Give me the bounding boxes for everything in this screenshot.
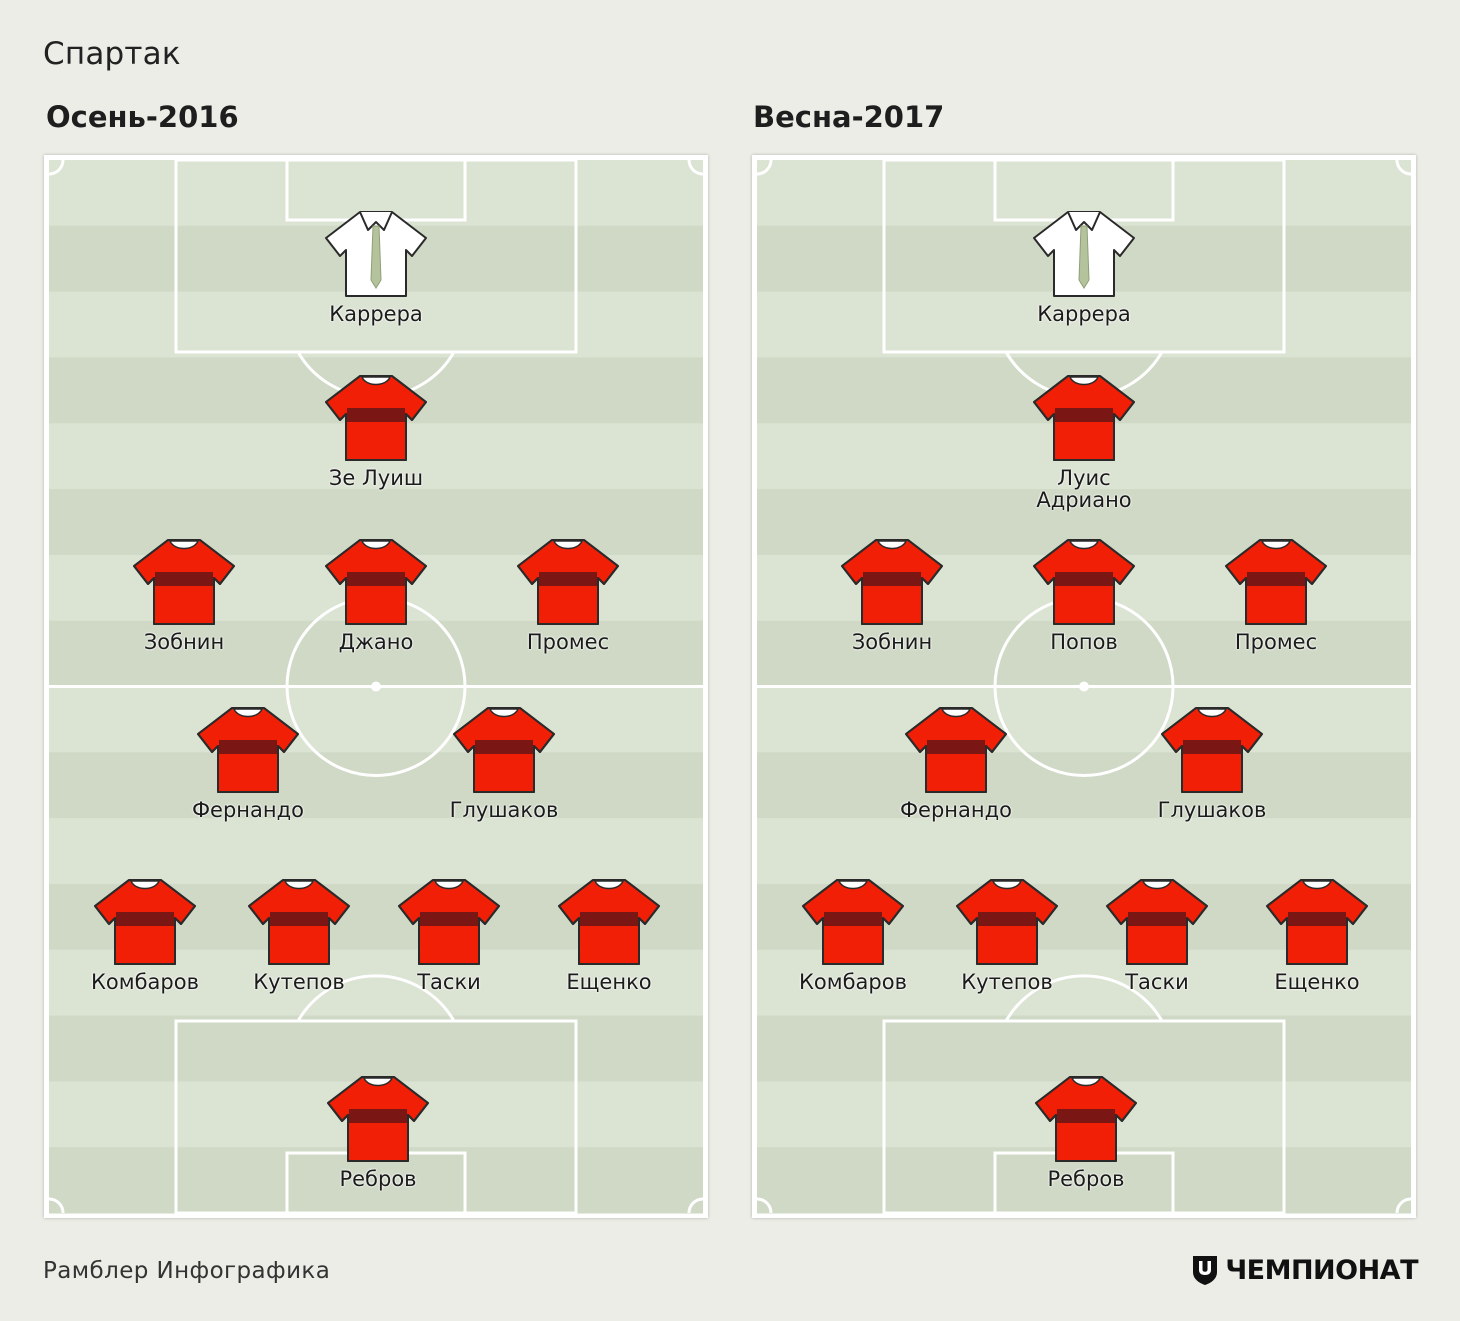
player: Зобнин (94, 538, 274, 653)
pitch-markings (48, 158, 704, 1215)
player-name: Ещенко (566, 970, 652, 994)
player-name: Зобнин (143, 630, 225, 654)
shirt-icon (133, 539, 235, 625)
shirt-icon (453, 707, 555, 793)
goalkeeper-shirt-icon (1033, 211, 1135, 297)
shirt-icon (1266, 879, 1368, 965)
player: Глушаков (414, 706, 594, 821)
player: Попов (994, 538, 1174, 653)
shirt-icon (248, 879, 350, 965)
shirt-icon (1033, 539, 1135, 625)
player: Комбаров (763, 878, 943, 993)
player: Кутепов (917, 878, 1097, 993)
player: Кутепов (209, 878, 389, 993)
shirt-icon (841, 539, 943, 625)
player: Фернандо (158, 706, 338, 821)
shirt-icon (1033, 375, 1135, 461)
player-name: Таски (417, 970, 481, 994)
brand-name: ЧЕМПИОНАТ (1225, 1254, 1418, 1286)
team-title: Спартак (43, 36, 181, 72)
player: Каррера (994, 210, 1174, 325)
shirt-icon (802, 879, 904, 965)
footer-source: Рамблер Инфографика (43, 1258, 331, 1284)
player-name: Ребров (1047, 1167, 1125, 1191)
player-name: Кутепов (253, 970, 345, 994)
player-name: Джано (338, 630, 414, 654)
player: Промес (478, 538, 658, 653)
player-name: Зе Луиш (328, 466, 424, 490)
season-title-right: Весна-2017 (753, 100, 945, 134)
player: Зобнин (802, 538, 982, 653)
shirt-icon (956, 879, 1058, 965)
player-name: Комбаров (799, 970, 907, 994)
shield-icon (1193, 1256, 1218, 1285)
shirt-icon (905, 707, 1007, 793)
pitch-right: Каррера Луис Адриано Зобнин Попов Промес Ферн… (752, 155, 1416, 1218)
player: Каррера (286, 210, 466, 325)
player-name: Луис Адриано (1036, 466, 1132, 512)
player-name: Фернандо (899, 798, 1013, 822)
player: Промес (1186, 538, 1366, 653)
player-name: Ребров (339, 1167, 417, 1191)
player: Зе Луиш (286, 374, 466, 489)
shirt-icon (1035, 1076, 1137, 1162)
pitch-left: Каррера Зе Луиш Зобнин Джано Промес Фернандо Г… (44, 155, 708, 1218)
player: Глушаков (1122, 706, 1302, 821)
player: Джано (286, 538, 466, 653)
player-name: Таски (1125, 970, 1189, 994)
player: Ребров (996, 1075, 1176, 1190)
player: Ещенко (519, 878, 699, 993)
player-name: Глушаков (449, 798, 559, 822)
shirt-icon (517, 539, 619, 625)
brand-logo: ЧЕМПИОНАТ (1191, 1254, 1418, 1286)
shirt-icon (325, 539, 427, 625)
player-name: Каррера (329, 302, 423, 326)
shirt-icon (398, 879, 500, 965)
player: Комбаров (55, 878, 235, 993)
shirt-icon (325, 375, 427, 461)
player-name: Фернандо (191, 798, 305, 822)
player-name: Промес (1234, 630, 1318, 654)
player: Луис Адриано (994, 374, 1174, 511)
season-title-left: Осень-2016 (46, 100, 239, 134)
goalkeeper-shirt-icon (325, 211, 427, 297)
player: Таски (359, 878, 539, 993)
shirt-icon (1106, 879, 1208, 965)
player-name: Попов (1050, 630, 1118, 654)
player: Ещенко (1227, 878, 1407, 993)
shirt-icon (558, 879, 660, 965)
player-name: Глушаков (1157, 798, 1267, 822)
player-name: Комбаров (91, 970, 199, 994)
player: Ребров (288, 1075, 468, 1190)
player: Таски (1067, 878, 1247, 993)
player-name: Ещенко (1274, 970, 1360, 994)
player-name: Зобнин (851, 630, 933, 654)
player-name: Кутепов (961, 970, 1053, 994)
player-name: Промес (526, 630, 610, 654)
shirt-icon (1161, 707, 1263, 793)
player-name: Каррера (1037, 302, 1131, 326)
shirt-icon (1225, 539, 1327, 625)
player: Фернандо (866, 706, 1046, 821)
shirt-icon (327, 1076, 429, 1162)
shirt-icon (94, 879, 196, 965)
shirt-icon (197, 707, 299, 793)
